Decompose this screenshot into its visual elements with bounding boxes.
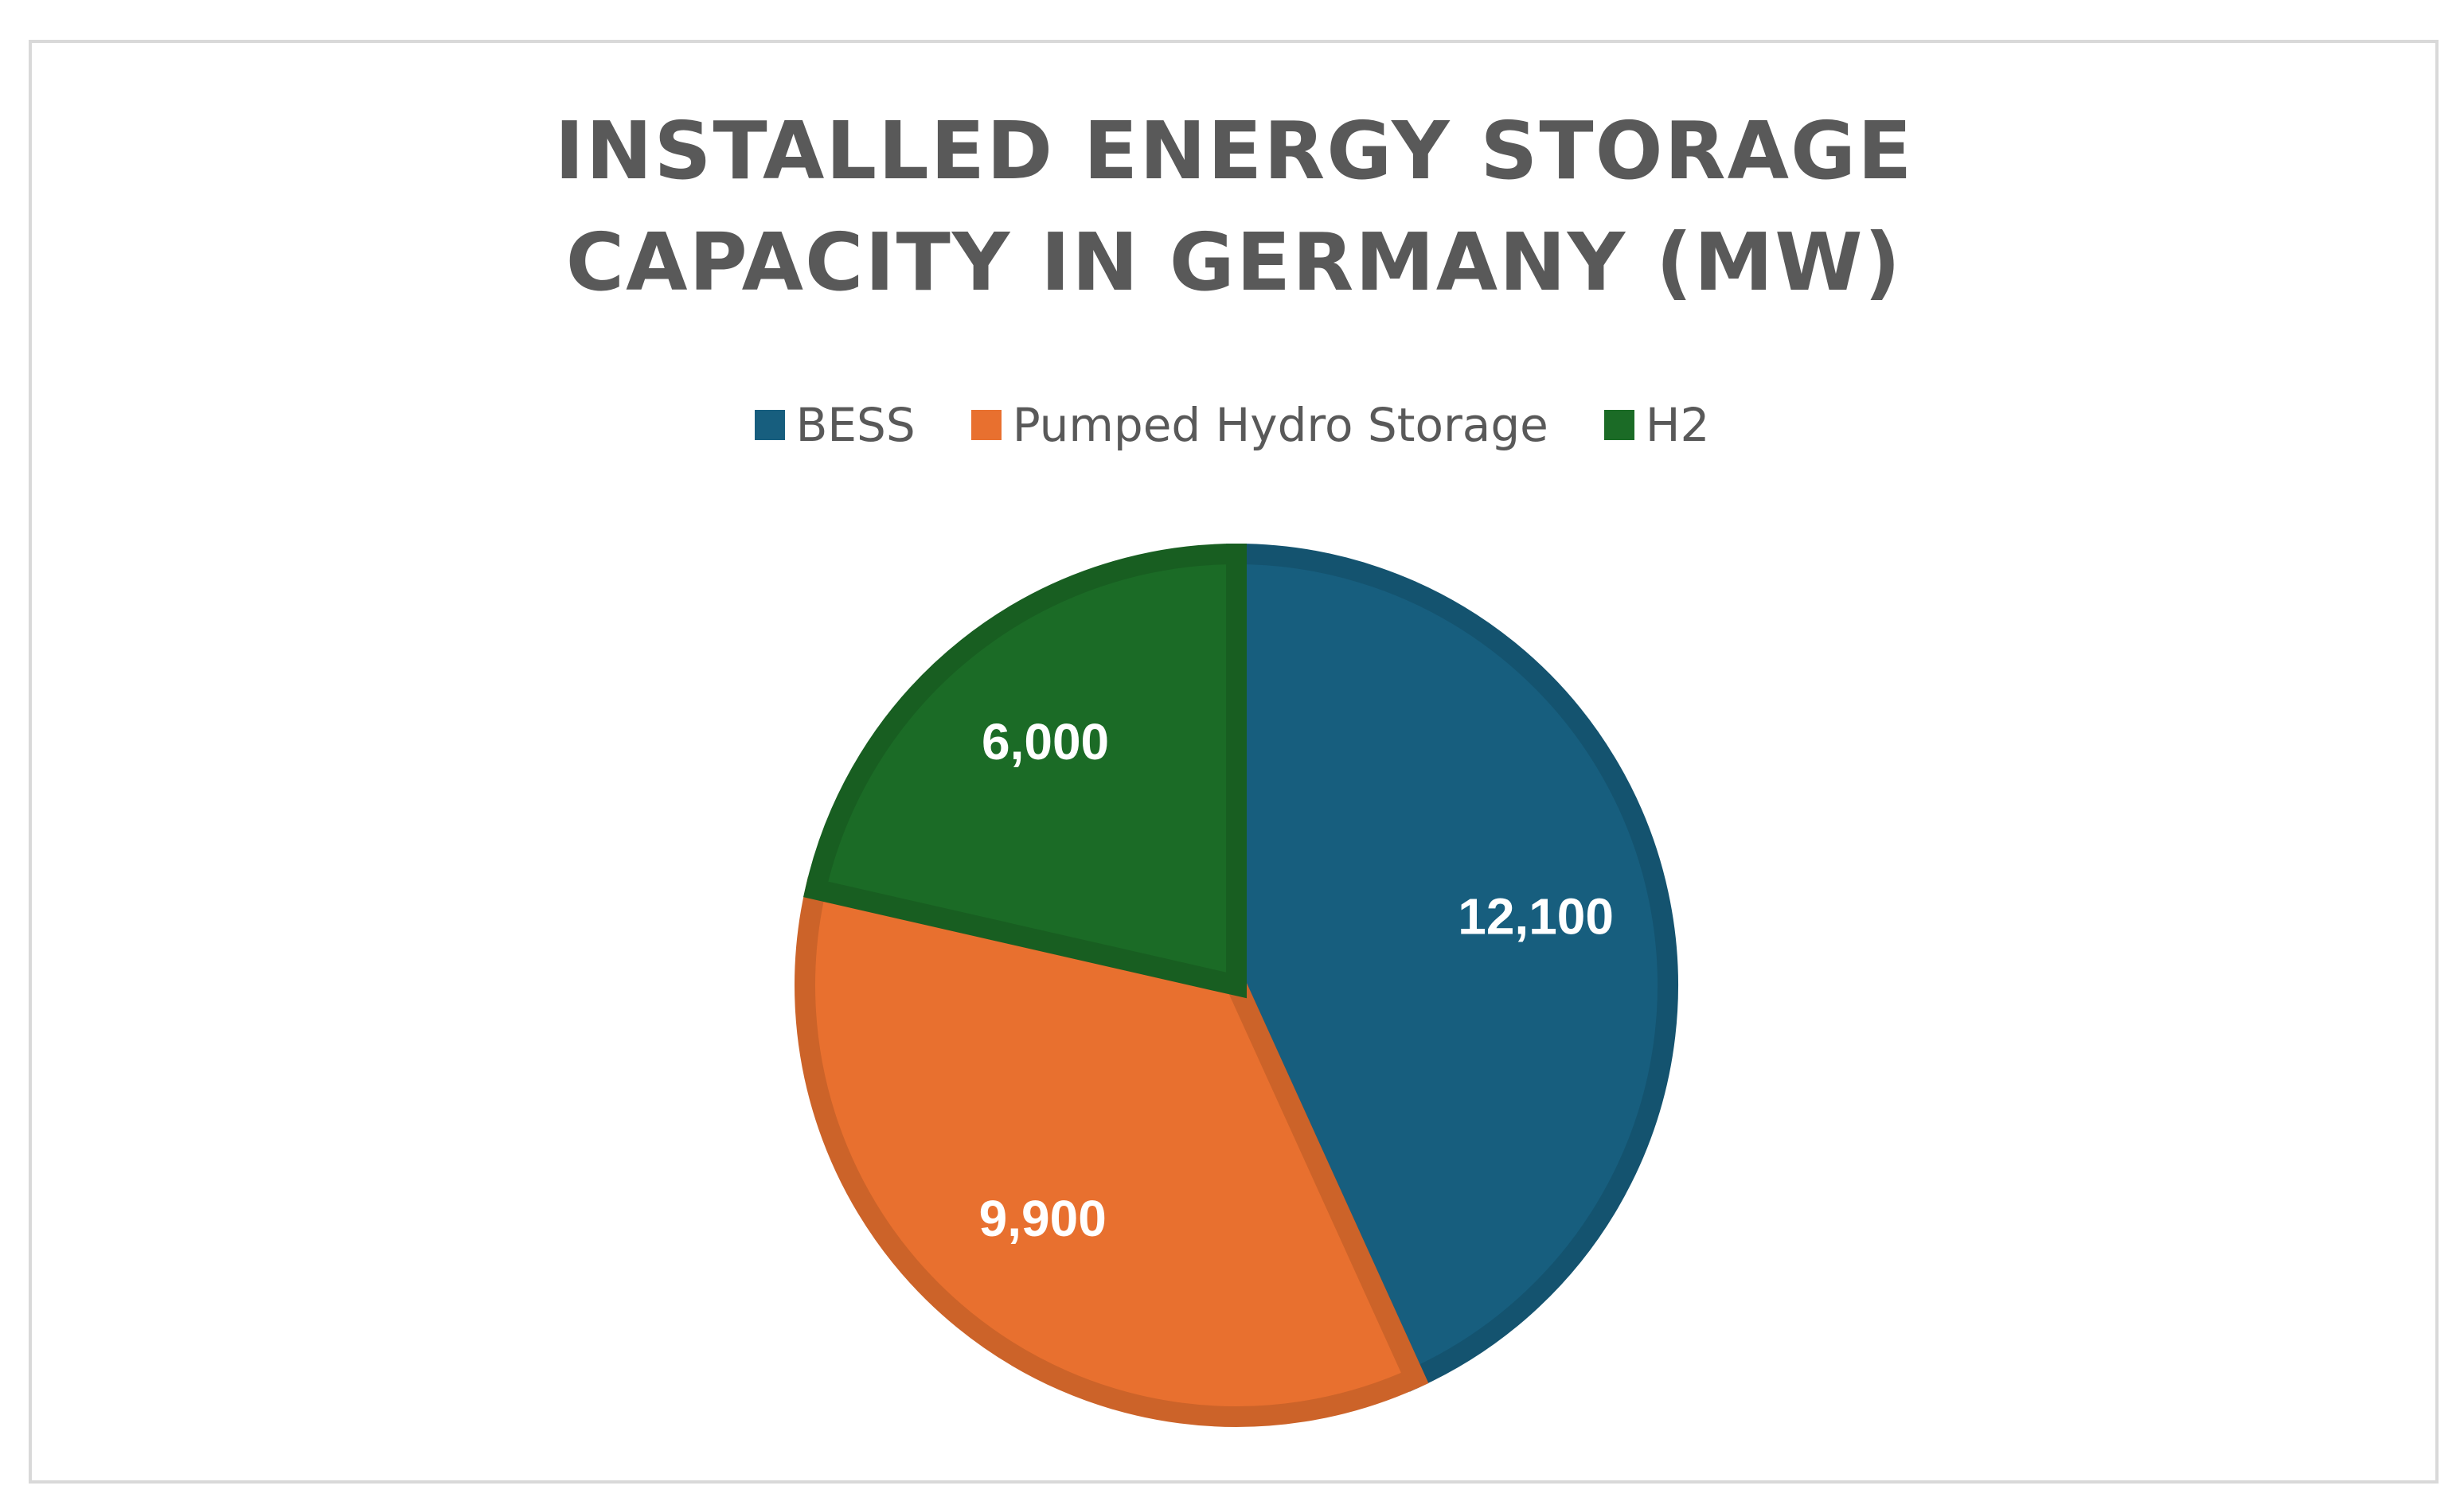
data-label: 12,100 xyxy=(1458,887,1614,945)
pie-slice xyxy=(803,543,1247,999)
data-label: 6,000 xyxy=(982,713,1109,770)
legend-swatch xyxy=(754,410,785,440)
pie-slice xyxy=(1226,543,1679,1392)
chart-frame xyxy=(29,40,2439,1484)
legend-entry: Pumped Hydro Storage xyxy=(970,398,1548,452)
legend-label: H2 xyxy=(1645,398,1710,452)
data-label: 9,900 xyxy=(979,1190,1107,1247)
legend-entry: H2 xyxy=(1603,398,1710,452)
legend-label: BESS xyxy=(795,398,916,452)
legend: BESS Pumped Hydro Storage H2 xyxy=(0,398,2464,452)
legend-label: Pumped Hydro Storage xyxy=(1012,398,1548,452)
legend-swatch xyxy=(970,410,1002,440)
chart-title: INSTALLED ENERGY STORAGE CAPACITY IN GER… xyxy=(554,104,1914,309)
pie-slice xyxy=(795,876,1429,1427)
legend-entry: BESS xyxy=(754,398,916,452)
legend-swatch xyxy=(1603,410,1634,440)
